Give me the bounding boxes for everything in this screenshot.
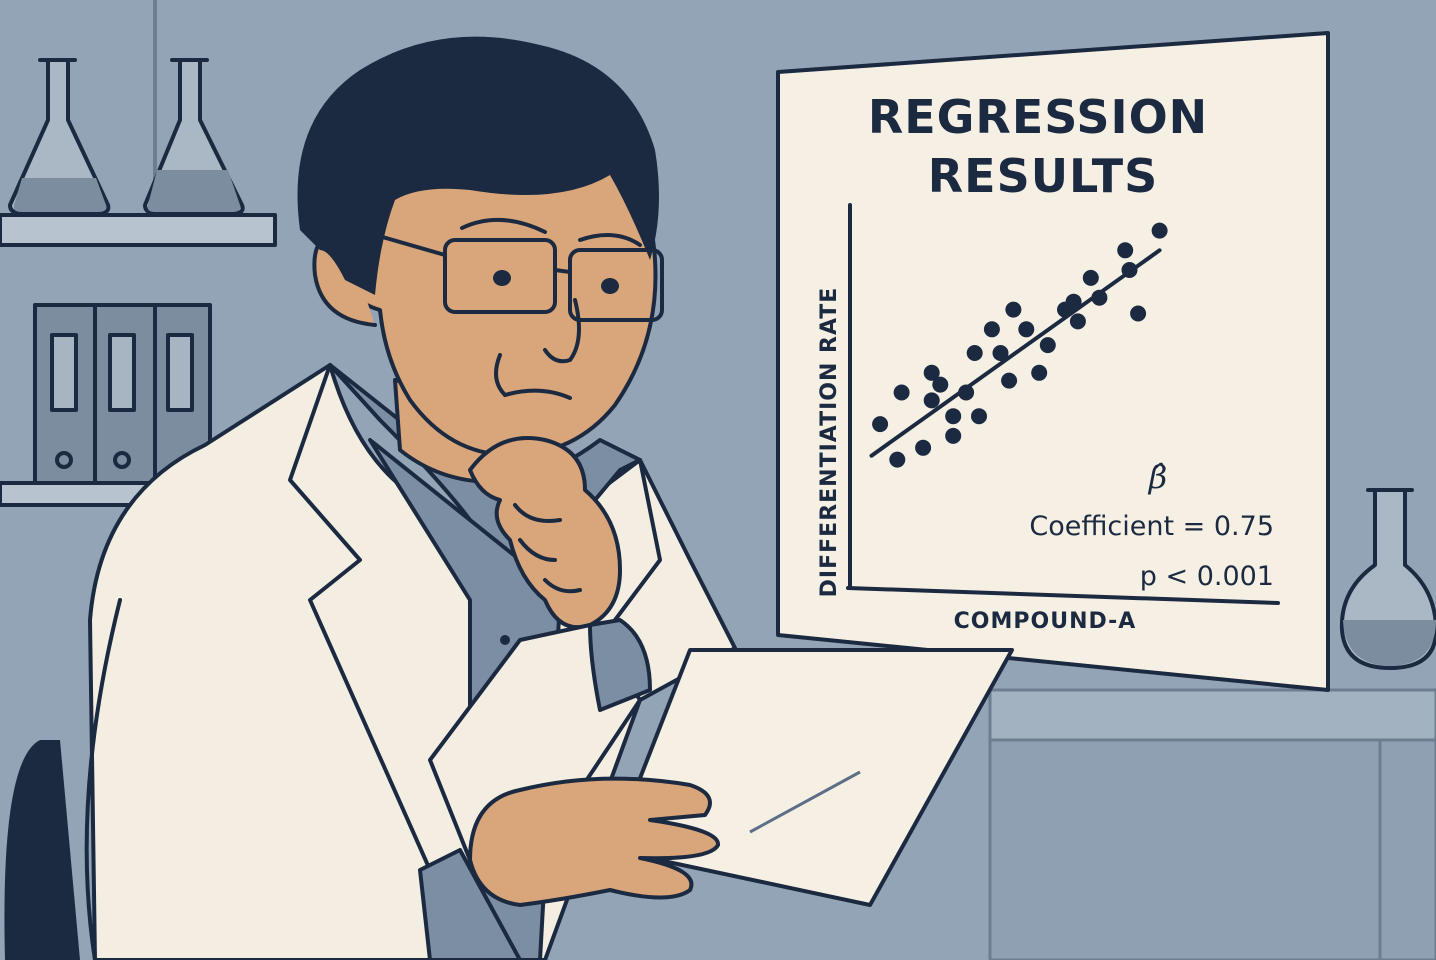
scatter-chart: DIFFERENTIATION RATE COMPOUND-A β̂ Coeff…: [817, 203, 1280, 634]
data-point: [1130, 305, 1147, 322]
data-point: [958, 384, 975, 401]
data-point: [945, 427, 962, 444]
data-point: [966, 345, 983, 361]
data-point: [1001, 372, 1018, 389]
data-points: [872, 222, 1168, 468]
beta-hat-symbol: β̂: [1148, 458, 1168, 496]
data-point: [992, 345, 1009, 361]
flask-icon: [1339, 488, 1436, 670]
poster-title-line-1: REGRESSION: [868, 90, 1208, 144]
data-point: [1031, 364, 1048, 381]
regression-poster: REGRESSION RESULTS DIFFERENTIATION RATE …: [776, 31, 1330, 692]
flask-icon: [8, 58, 111, 215]
chair-back: [4, 740, 80, 960]
hand-on-chin: [468, 436, 622, 630]
hair: [297, 36, 659, 296]
y-axis-label: DIFFERENTIATION RATE: [817, 287, 842, 598]
poster-title-line-2: RESULTS: [928, 149, 1159, 203]
shelf: [0, 213, 277, 247]
data-point: [1039, 337, 1056, 354]
glasses-icon: [363, 230, 664, 322]
data-point: [893, 384, 910, 401]
coefficient-text: Coefficient = 0.75: [1029, 511, 1274, 542]
data-point: [1005, 301, 1022, 318]
x-axis: [846, 586, 1280, 605]
data-point: [915, 439, 932, 456]
data-point: [1069, 313, 1086, 330]
data-point: [923, 392, 940, 409]
scientist: [84, 36, 1014, 960]
p-value-text: p < 0.001: [1140, 561, 1274, 592]
data-point: [1151, 222, 1168, 239]
data-point: [889, 451, 906, 468]
data-point: [932, 376, 949, 393]
data-point: [923, 364, 940, 381]
data-point: [1065, 293, 1082, 310]
lab-counter: [988, 688, 1436, 960]
data-point: [983, 321, 1000, 338]
flask-icon: [143, 58, 245, 215]
data-point: [1018, 321, 1035, 338]
data-point: [1082, 269, 1099, 286]
hand-holding-paper: [468, 776, 720, 907]
data-point: [872, 416, 889, 433]
x-axis-label: COMPOUND-A: [954, 609, 1137, 634]
regression-line: [869, 248, 1162, 458]
data-point: [945, 408, 962, 425]
data-point: [971, 408, 987, 425]
data-point: [1117, 242, 1134, 259]
